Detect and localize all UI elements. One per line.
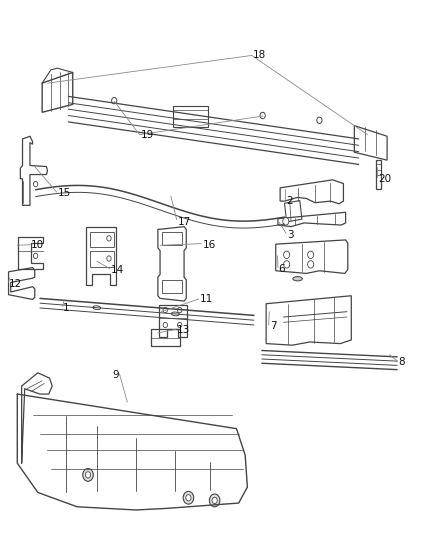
Circle shape [33, 181, 38, 187]
Circle shape [163, 322, 167, 328]
Circle shape [186, 495, 191, 501]
Circle shape [163, 308, 167, 313]
Text: 14: 14 [111, 265, 124, 275]
Text: 18: 18 [253, 51, 266, 60]
Circle shape [307, 251, 314, 259]
Text: 6: 6 [279, 264, 285, 273]
Text: 8: 8 [399, 357, 405, 367]
Ellipse shape [93, 306, 101, 310]
Circle shape [33, 253, 38, 259]
Circle shape [284, 251, 290, 259]
Circle shape [260, 112, 265, 119]
Text: 1: 1 [63, 303, 69, 313]
Circle shape [307, 261, 314, 268]
Ellipse shape [293, 277, 302, 281]
Text: 2: 2 [286, 196, 293, 206]
Circle shape [212, 497, 217, 504]
Circle shape [107, 256, 111, 261]
Circle shape [83, 469, 93, 481]
Text: 3: 3 [287, 230, 294, 240]
Text: 16: 16 [202, 240, 215, 249]
Circle shape [107, 236, 111, 241]
Text: 12: 12 [9, 279, 22, 288]
Text: 10: 10 [31, 240, 44, 250]
Text: 15: 15 [57, 188, 71, 198]
Text: 11: 11 [200, 294, 213, 304]
Circle shape [283, 217, 289, 225]
Text: 7: 7 [270, 321, 276, 331]
Text: 20: 20 [378, 174, 392, 184]
Text: 9: 9 [112, 370, 119, 381]
Circle shape [177, 322, 182, 328]
Ellipse shape [171, 312, 179, 316]
Text: 19: 19 [141, 130, 155, 140]
Text: 13: 13 [177, 325, 191, 335]
Circle shape [85, 472, 91, 478]
Circle shape [183, 491, 194, 504]
Circle shape [317, 117, 322, 124]
Circle shape [177, 308, 182, 313]
Circle shape [112, 98, 117, 104]
Text: 17: 17 [178, 217, 191, 227]
Circle shape [284, 261, 290, 268]
Circle shape [209, 494, 220, 507]
